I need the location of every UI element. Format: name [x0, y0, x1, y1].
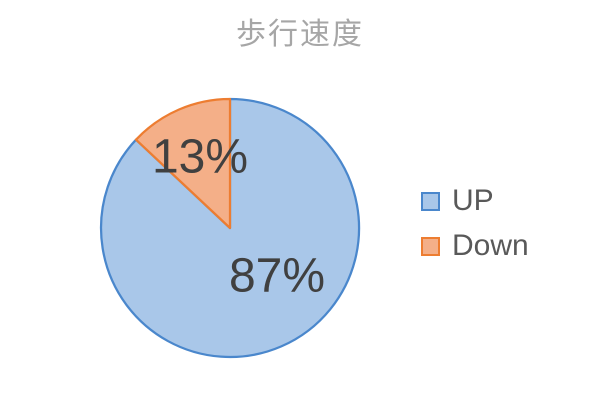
legend-swatch-down-icon — [421, 236, 440, 256]
pie-slice-down[interactable] — [134, 97, 232, 230]
legend-swatch-up-icon — [421, 191, 440, 211]
data-label-down: 13% — [151, 130, 249, 184]
legend: UP Down — [421, 184, 529, 262]
legend-label-down: Down — [452, 229, 529, 262]
data-label-up: 87% — [228, 249, 326, 303]
legend-item-down[interactable]: Down — [421, 229, 529, 262]
legend-item-up[interactable]: UP — [421, 184, 529, 217]
legend-label-up: UP — [452, 184, 494, 217]
chart-title: 歩行速度 — [236, 18, 364, 51]
